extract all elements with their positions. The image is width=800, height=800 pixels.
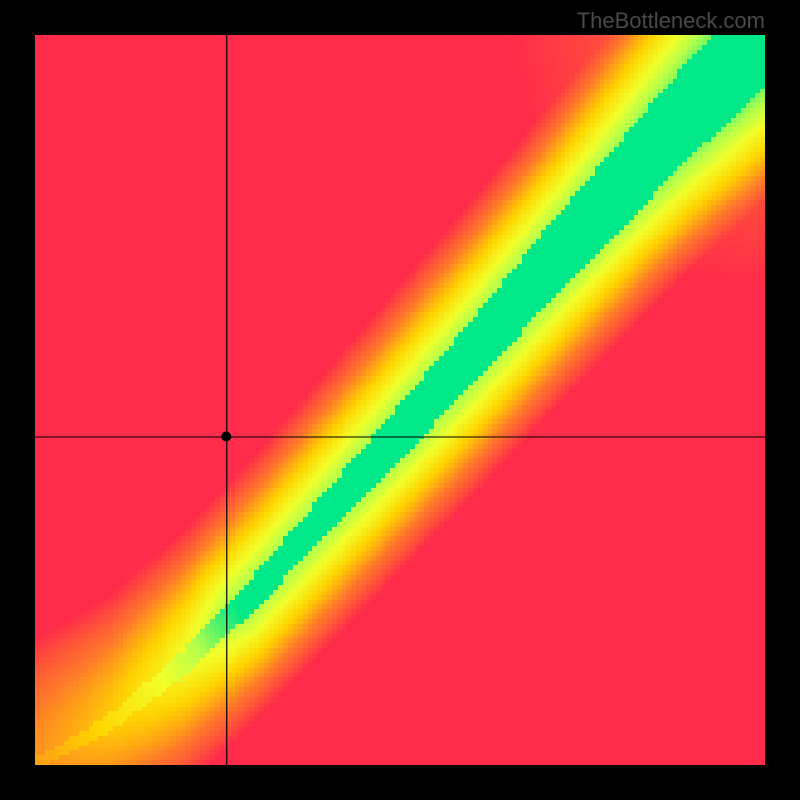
watermark-text: TheBottleneck.com (577, 8, 765, 34)
heatmap-canvas (35, 35, 765, 765)
chart-frame: TheBottleneck.com (0, 0, 800, 800)
